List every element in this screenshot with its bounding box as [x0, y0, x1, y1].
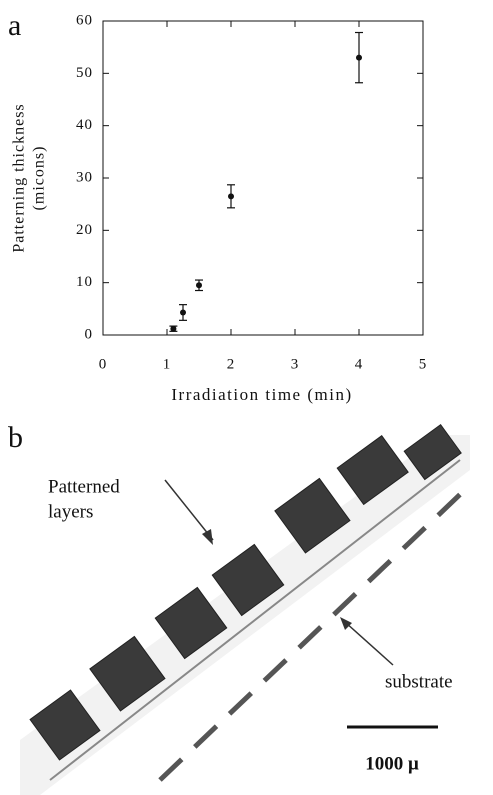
data-point	[228, 193, 234, 200]
panel-label: a	[8, 9, 21, 42]
plot-frame	[102, 20, 424, 336]
y-axis-label: (micons)	[31, 146, 48, 211]
micrograph	[20, 424, 472, 795]
x-tick-label: 0	[99, 356, 108, 372]
panel-label: b	[8, 421, 23, 454]
annotation: substrate	[385, 671, 453, 692]
x-tick-label: 4	[355, 356, 364, 372]
scale-label: 1000 μ	[365, 753, 419, 774]
arrow	[344, 621, 394, 666]
y-axis-label: Patterning thickness	[11, 103, 28, 252]
x-tick-label: 5	[419, 356, 428, 372]
y-tick-label: 50	[76, 65, 93, 81]
arrow-head	[202, 529, 213, 545]
y-tick-label: 40	[76, 117, 93, 133]
arrow-head	[340, 617, 352, 630]
data-point	[196, 282, 202, 289]
arrow	[164, 479, 214, 541]
y-tick-label: 0	[85, 326, 94, 342]
x-tick-label: 1	[163, 356, 172, 372]
x-tick-label: 3	[291, 356, 300, 372]
x-tick-label: 2	[227, 356, 236, 372]
annotation: layers	[48, 501, 93, 522]
data-point	[356, 54, 362, 61]
data-point	[170, 325, 177, 332]
annotation: Patterned	[48, 476, 120, 497]
y-tick-label: 10	[76, 274, 93, 290]
y-tick-label: 60	[76, 12, 93, 28]
data-point	[180, 309, 186, 316]
y-tick-label: 20	[76, 222, 93, 238]
x-axis-label: Irradiation time (min)	[171, 385, 352, 404]
y-tick-label: 30	[76, 169, 93, 185]
